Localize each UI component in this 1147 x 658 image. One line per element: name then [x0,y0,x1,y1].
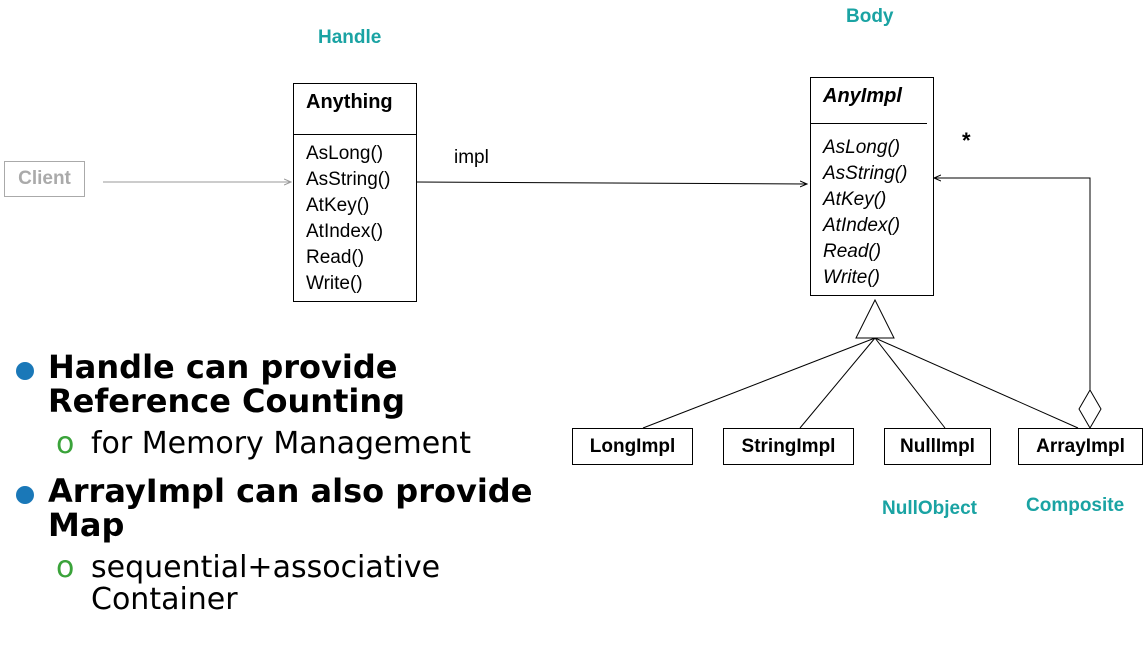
stringimpl-class-box: StringImpl [723,428,854,465]
bullet-text: ArrayImpl can also provide Map [48,472,533,544]
multiplicity-label: * [962,128,971,153]
nullimpl-class-name: NullImpl [900,435,975,457]
client-label: Client [18,168,71,189]
anyimpl-op: Write() [823,267,880,288]
role-label-handle: Handle [318,27,382,48]
bullet-item: Handle can provide Reference Counting [14,350,544,418]
longimpl-class-name: LongImpl [589,435,676,457]
anything-op: AtIndex() [306,221,384,242]
bullet-text: Handle can provide Reference Counting [48,348,406,420]
anyimpl-op: AtIndex() [823,215,901,236]
anything-class-name: Anything [306,91,393,113]
client-box: Client [4,161,85,197]
arrayimpl-class-box: ArrayImpl [1018,428,1143,465]
inheritance-triangle [855,298,895,339]
aggregation-diamond [1078,389,1102,429]
impl-association-label: impl [454,147,489,168]
anyimpl-op: AsLong() [823,137,901,158]
stringimpl-class-name: StringImpl [741,435,836,457]
nullimpl-class-box: NullImpl [884,428,991,465]
anyimpl-op: AtKey() [823,189,887,210]
anything-op: AtKey() [306,195,370,216]
sub-bullet-item: o for Memory Management [14,428,544,460]
sub-bullet-text: for Memory Management [91,426,471,461]
anything-operations: AsLong() AsString() AtKey() AtIndex() Re… [306,141,390,297]
longimpl-class-box: LongImpl [572,428,693,465]
inherit-stringimpl-line [799,337,876,429]
role-label-composite: Composite [1026,495,1125,516]
composite-aggregation-line [934,178,1091,390]
anyimpl-operations: AsLong() AsString() AtKey() AtIndex() Re… [823,135,907,291]
anything-divider [294,134,416,135]
impl-association-arrow [415,182,807,184]
bullet-item: ArrayImpl can also provide Map [14,474,544,542]
bullet-list: Handle can provide Reference Counting o … [14,350,544,616]
inherit-arrayimpl-line [874,337,1079,429]
sub-bullet-text: sequential+associative Container [91,550,441,617]
anything-op: AsString() [306,169,391,190]
anyimpl-class-box: AnyImpl AsLong() AsString() AtKey() AtIn… [810,77,934,296]
role-label-body: Body [846,6,894,27]
anything-op: AsLong() [306,143,384,164]
role-label-nullobject: NullObject [882,498,978,519]
bullet-dot-icon [16,362,34,380]
anyimpl-op: Read() [823,241,882,262]
anyimpl-divider [811,123,927,124]
anything-class-box: Anything AsLong() AsString() AtKey() AtI… [293,83,417,302]
inherit-nullimpl-line [874,337,946,429]
arrayimpl-class-name: ArrayImpl [1036,435,1125,457]
sub-bullet-circle-icon: o [56,426,75,461]
anyimpl-op: AsString() [823,163,908,184]
sub-bullet-circle-icon: o [56,550,75,585]
anything-op: Read() [306,247,365,268]
sub-bullet-item: o sequential+associative Container [14,552,544,616]
bullet-dot-icon [16,486,34,504]
anyimpl-class-name: AnyImpl [823,85,902,107]
inherit-longimpl-line [642,337,876,429]
anything-op: Write() [306,273,363,294]
